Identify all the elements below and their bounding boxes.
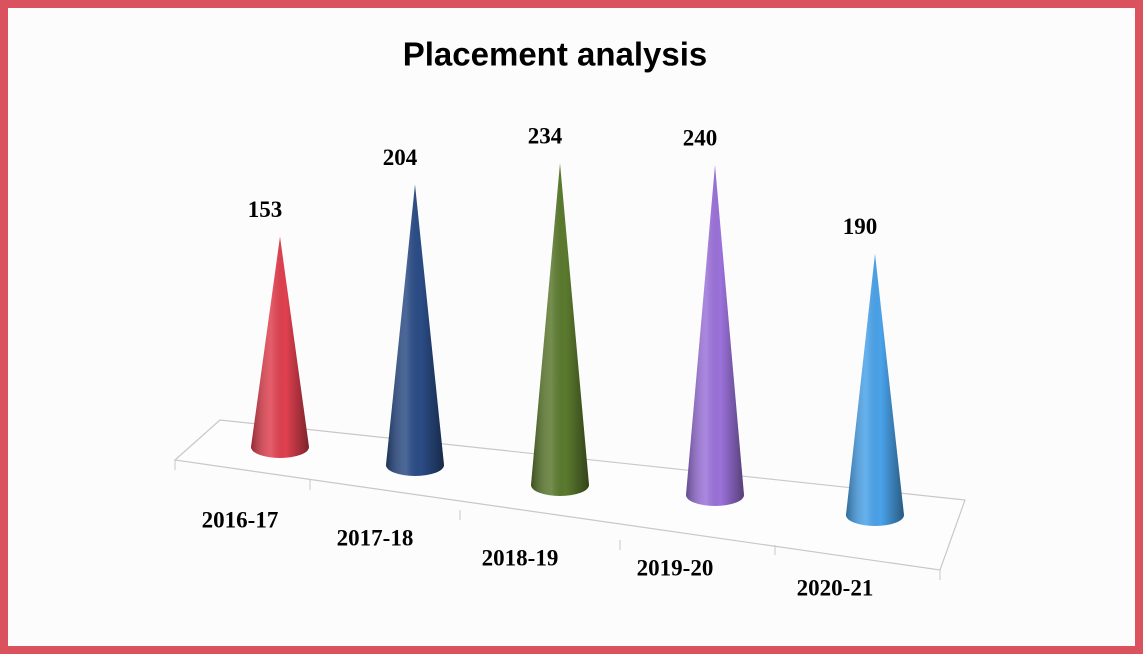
data-label: 234: [528, 124, 563, 149]
data-label: 190: [843, 214, 878, 239]
x-tick-label: 2018-19: [482, 545, 559, 570]
cone-shading: [531, 163, 589, 496]
cone-shading: [386, 184, 444, 476]
data-label: 240: [683, 125, 718, 150]
cone-shading: [686, 165, 744, 506]
cone-shading: [846, 253, 904, 526]
x-tick-label: 2017-18: [337, 525, 414, 550]
cone-shading: [251, 236, 309, 458]
x-tick-label: 2016-17: [202, 507, 279, 532]
data-label: 153: [248, 197, 283, 222]
chart-title: Placement analysis: [403, 36, 708, 73]
data-label: 204: [383, 145, 418, 170]
x-tick-label: 2020-21: [797, 575, 874, 600]
x-tick-label: 2019-20: [637, 555, 714, 580]
